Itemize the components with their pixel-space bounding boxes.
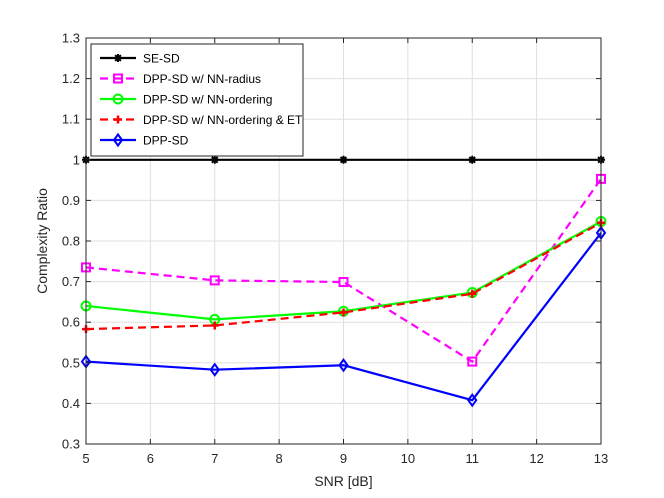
y-axis-title: Complexity Ratio — [34, 188, 50, 294]
legend-label: DPP-SD w/ NN-ordering & ET — [143, 113, 303, 127]
y-tick-label: 0.4 — [62, 396, 80, 411]
ticks: 5 6 7 8 9 10 11 12 13 0.3 0.4 0.5 0.6 0.7 0.8 0.9 1 1.1 1.… — [62, 31, 608, 467]
y-tick-label: 1.1 — [62, 112, 80, 127]
legend: SE-SD DPP-SD w/ NN-radius DPP-SD w/ NN-ord… — [90, 43, 304, 157]
y-tick-label: 1 — [73, 152, 80, 167]
x-axis-title: SNR [dB] — [314, 473, 372, 489]
x-tick-label: 9 — [340, 451, 347, 466]
legend-label: DPP-SD w/ NN-radius — [143, 72, 261, 86]
data-point — [338, 358, 349, 373]
series-line — [85, 221, 602, 331]
x-tick-label: 10 — [401, 451, 415, 466]
legend-entry: DPP-SD w/ NN-ordering — [100, 93, 272, 107]
legend-marker — [112, 93, 124, 105]
legend-marker — [112, 132, 124, 148]
y-tick-label: 0.6 — [62, 315, 80, 330]
data-point — [468, 289, 477, 298]
legend-label: SE-SD — [143, 52, 180, 66]
legend-label: DPP-SD w/ NN-ordering — [143, 93, 272, 107]
legend-entry: DPP-SD — [100, 132, 189, 148]
data-point — [467, 356, 478, 367]
y-tick-label: 0.9 — [62, 193, 80, 208]
y-tick-label: 0.8 — [62, 234, 80, 249]
y-tick-label: 1.3 — [62, 31, 80, 46]
data-point — [209, 275, 220, 286]
series-line — [85, 178, 602, 363]
x-tick-label: 13 — [594, 451, 608, 466]
legend-marker — [113, 73, 123, 84]
legend-marker — [114, 54, 122, 62]
data-point — [338, 277, 349, 288]
data-point — [339, 155, 348, 164]
legend-marker — [114, 115, 122, 124]
data-point — [210, 155, 219, 164]
data-point — [209, 362, 220, 377]
data-point — [210, 321, 219, 330]
y-tick-label: 1.2 — [62, 71, 80, 86]
x-tick-label: 5 — [82, 451, 89, 466]
data-point — [467, 392, 478, 408]
legend-label: DPP-SD — [143, 134, 189, 148]
x-tick-label: 12 — [529, 451, 543, 466]
series-line — [85, 232, 602, 402]
legend-entry: DPP-SD w/ NN-ordering & ET — [100, 113, 303, 127]
legend-entry: DPP-SD w/ NN-radius — [100, 72, 261, 86]
x-tick-label: 8 — [276, 451, 283, 466]
data-point — [339, 308, 348, 317]
legend-entry: SE-SD — [100, 52, 180, 66]
data-point — [468, 155, 477, 164]
x-tick-label: 7 — [211, 451, 218, 466]
y-tick-label: 0.3 — [62, 437, 80, 452]
x-tick-label: 11 — [466, 451, 480, 466]
y-tick-label: 0.7 — [62, 274, 80, 289]
y-tick-label: 0.5 — [62, 355, 80, 370]
x-tick-label: 6 — [147, 451, 154, 466]
